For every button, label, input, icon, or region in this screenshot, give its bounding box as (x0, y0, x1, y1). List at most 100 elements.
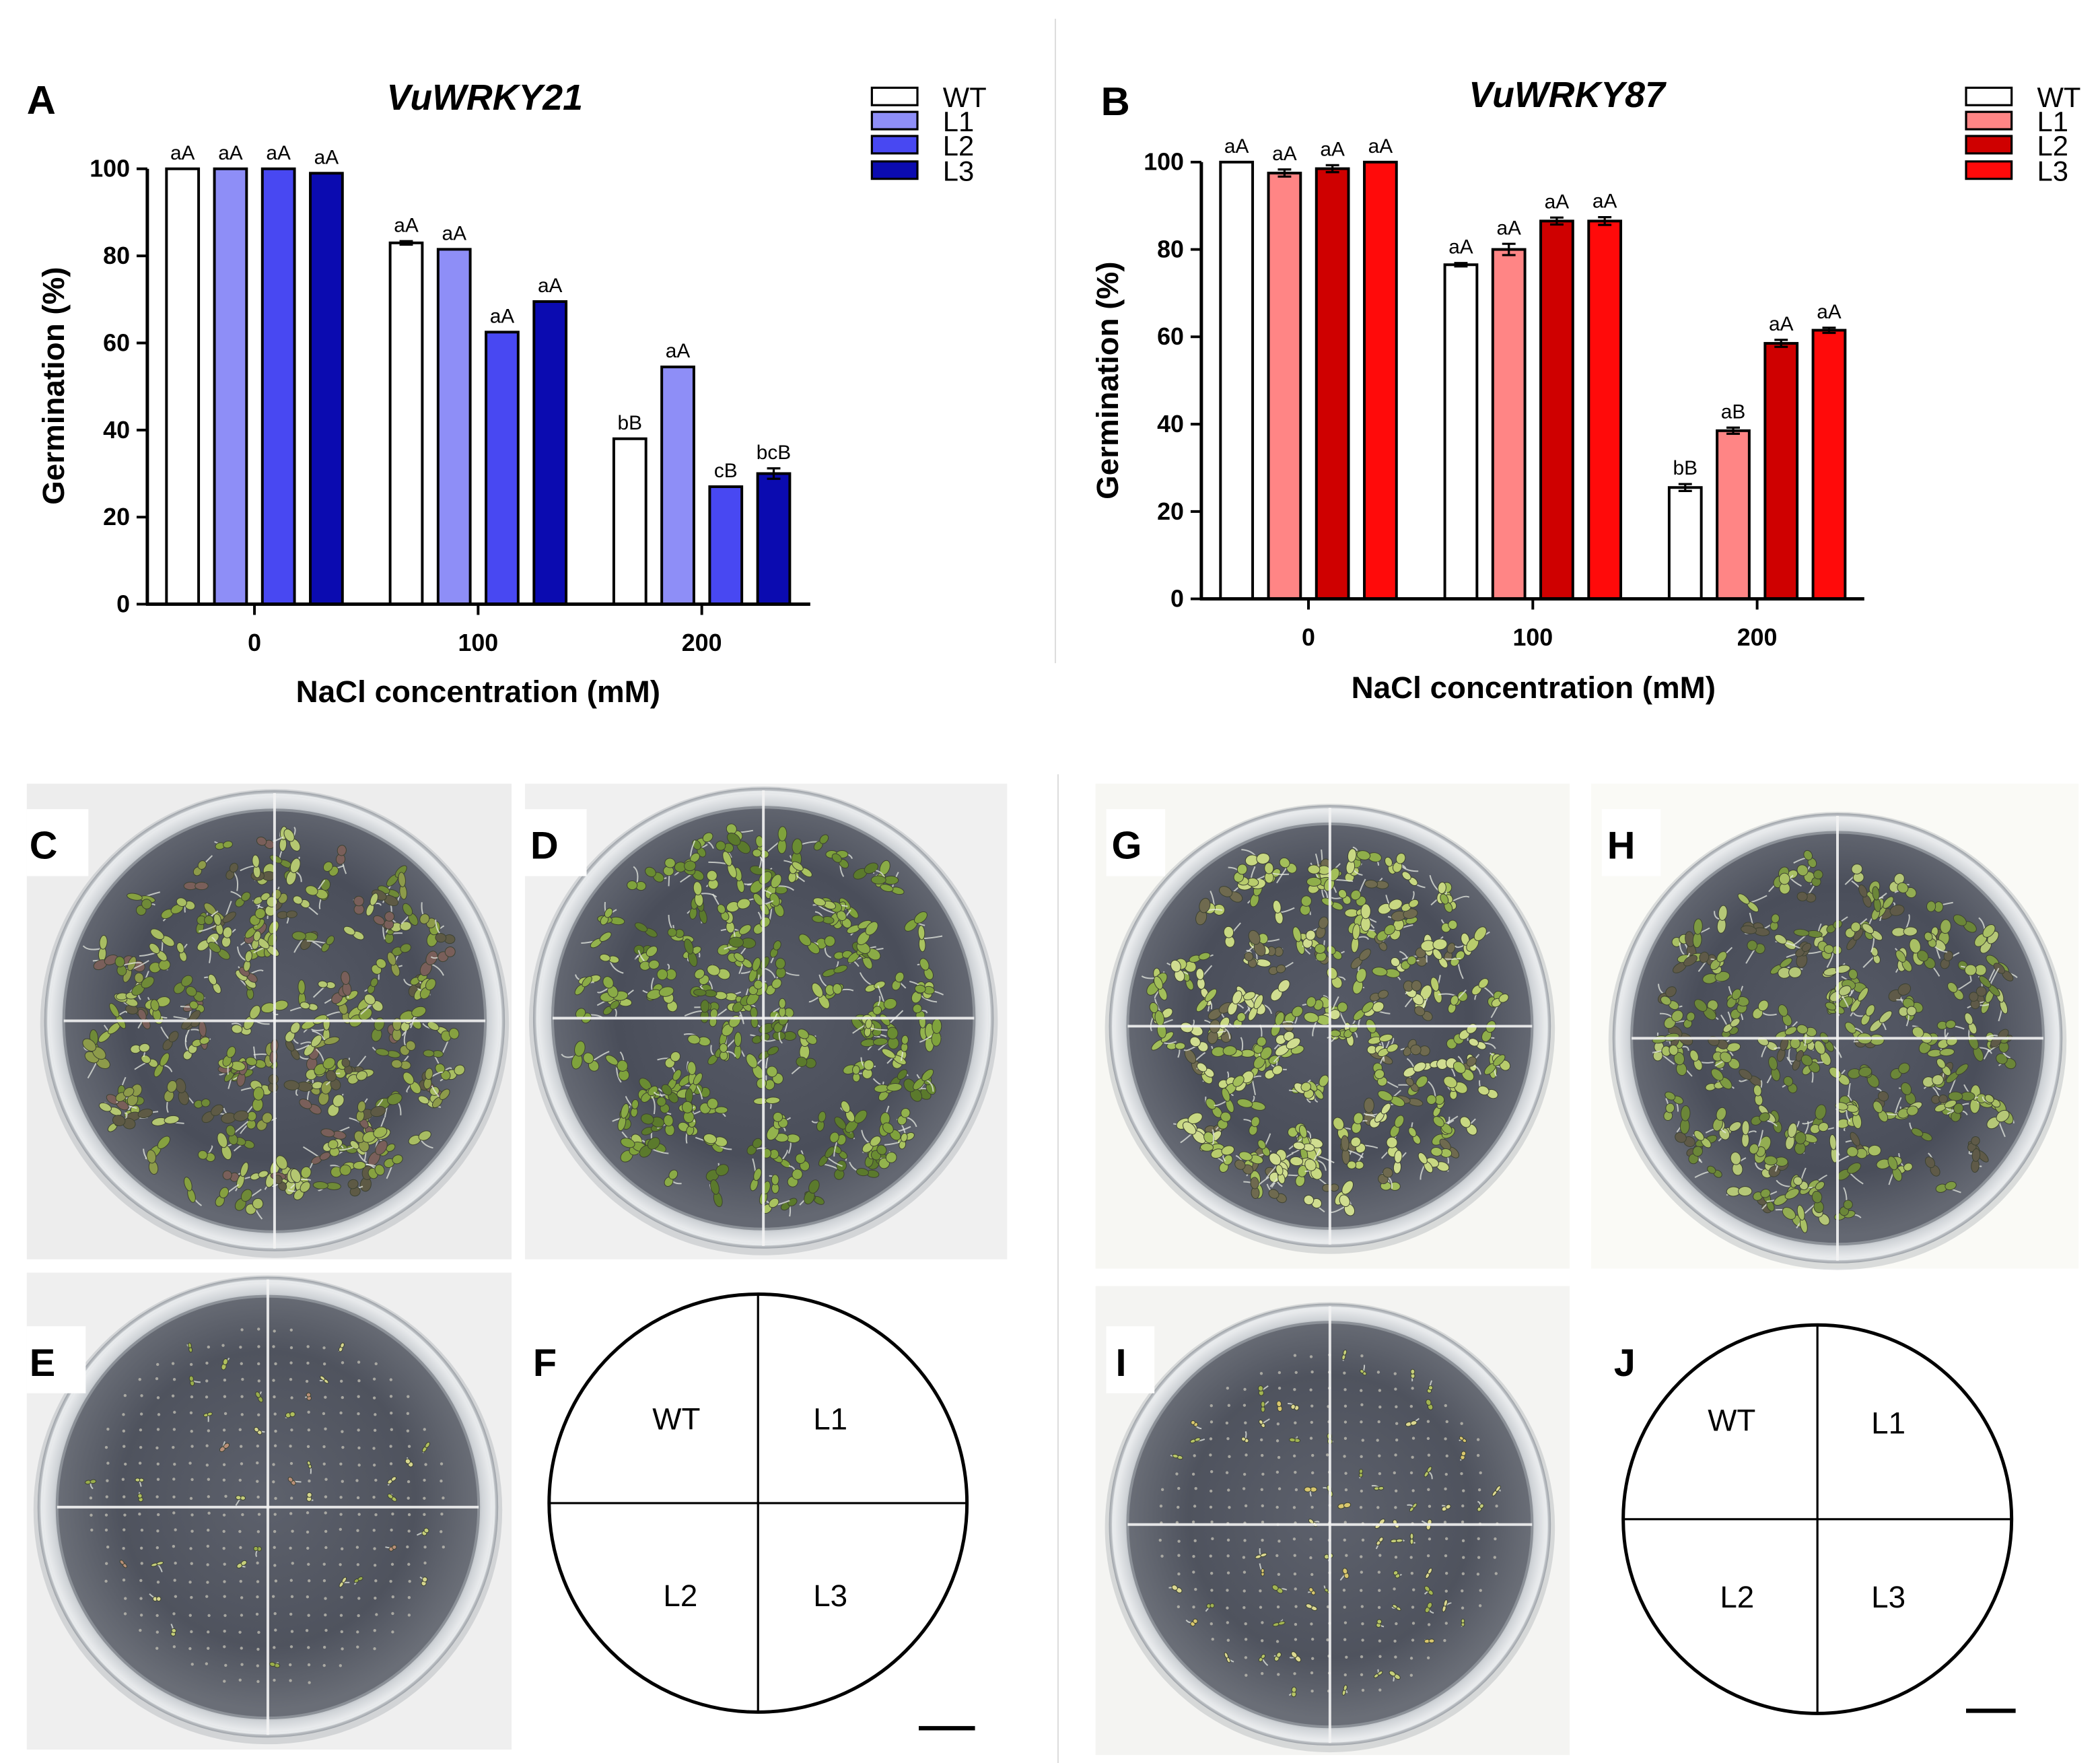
bar-l1-200 (1716, 429, 1751, 600)
seedling-cotyledon (241, 891, 251, 901)
legend-label: L3 (943, 155, 974, 187)
seedling-cotyledon (818, 1111, 827, 1123)
seed (1242, 1487, 1246, 1490)
seed (273, 1646, 276, 1649)
seed (139, 1412, 143, 1416)
seedling-cotyledon (423, 1527, 429, 1533)
seed (1244, 1421, 1247, 1424)
seed (389, 1445, 392, 1448)
seedling-cotyledon (405, 1458, 411, 1465)
seed (1378, 1589, 1381, 1592)
seedling-cotyledon (320, 1375, 326, 1381)
seedling-cotyledon (298, 979, 306, 995)
seedling-cotyledon (422, 1577, 428, 1583)
seedlings (1652, 850, 2018, 1233)
bar-l3-100 (1587, 219, 1623, 600)
seedling-cotyledon (387, 1493, 394, 1499)
seed (356, 1645, 359, 1649)
bar-l2-200 (708, 485, 744, 606)
seedling-cotyledon (1306, 996, 1317, 1008)
seedling-cotyledon (109, 1002, 120, 1018)
seedling-cotyledon (870, 1136, 882, 1147)
seed (1444, 1622, 1448, 1625)
seed (223, 1580, 226, 1583)
seed (1226, 1606, 1229, 1610)
seedling-cotyledon (707, 964, 720, 976)
seed (1360, 1655, 1364, 1659)
seed (190, 1513, 194, 1517)
seedling-cotyledon (703, 1133, 718, 1144)
seedling-cotyledon (1671, 1010, 1683, 1023)
seedling-cotyledon (702, 832, 713, 843)
seed (406, 1412, 410, 1415)
seed (1310, 1671, 1314, 1675)
seed (156, 1478, 160, 1481)
seedling-cotyledon (290, 1168, 302, 1183)
seed (1278, 1540, 1281, 1543)
seed (256, 1664, 260, 1667)
seed (374, 1478, 378, 1482)
quadrant-label-top-right: L1 (813, 1402, 847, 1436)
seedling-cotyledon (1418, 1152, 1428, 1165)
seedling-cotyledon (135, 1478, 141, 1482)
seedling-cotyledon (160, 1052, 170, 1067)
seed (1309, 1537, 1312, 1541)
seed (223, 1595, 226, 1598)
seedling-cotyledon (253, 930, 261, 942)
seedling-cotyledon (353, 895, 364, 907)
seedling-cotyledon (204, 915, 214, 925)
seed (407, 1445, 411, 1448)
seed (308, 1681, 311, 1684)
seed (1476, 1453, 1480, 1457)
seedling-cotyledon (1665, 1091, 1676, 1101)
seed (273, 1612, 277, 1616)
seed (1309, 1355, 1313, 1358)
seedling-cotyledon (1426, 1095, 1437, 1105)
seed (207, 1511, 211, 1515)
seed (407, 1614, 411, 1617)
seedling-cotyledon (149, 942, 160, 955)
seedling-cotyledon (832, 983, 843, 995)
x-tick-label: 100 (458, 629, 498, 656)
seed (1310, 1420, 1313, 1424)
seed (1462, 1489, 1465, 1492)
seed (122, 1429, 126, 1433)
seedling-cotyledon (384, 911, 395, 922)
seedling-cotyledon (872, 1037, 888, 1046)
legend-swatch (870, 110, 919, 131)
seed (372, 1495, 376, 1499)
seed (273, 1678, 276, 1682)
seedling-cotyledon (819, 834, 829, 844)
seed (1209, 1453, 1212, 1457)
seed (156, 1362, 160, 1367)
seed (1244, 1504, 1248, 1508)
seed (1309, 1556, 1312, 1560)
seedling-cotyledon (355, 1070, 368, 1081)
seed (307, 1614, 310, 1617)
seed (290, 1396, 293, 1399)
seedling-cotyledon (391, 1059, 403, 1069)
seed (241, 1513, 244, 1517)
petri-dish-g (1105, 804, 1555, 1254)
seed (440, 1462, 444, 1465)
seedling-cotyledon (1300, 1082, 1312, 1092)
seedling-cotyledon (1384, 856, 1393, 867)
bar-l3-100 (532, 300, 568, 606)
seed (256, 1530, 260, 1533)
seedling-cotyledon (865, 921, 878, 936)
seedling-cotyledon (617, 1060, 628, 1072)
seed (1409, 1673, 1413, 1677)
seedling-cotyledon (318, 980, 328, 988)
seedling-cotyledon (1909, 938, 1921, 954)
seedling-cotyledon (1303, 1195, 1315, 1206)
seed (1294, 1371, 1298, 1375)
seedling-cotyledon (341, 971, 351, 985)
seedling-cotyledon (921, 1068, 934, 1082)
seed (123, 1528, 126, 1531)
significance-label: aA (1368, 135, 1393, 158)
seed (1311, 1657, 1315, 1660)
seed (373, 1564, 377, 1567)
seedling-cotyledon (706, 870, 718, 881)
seedling-cotyledon (599, 932, 612, 942)
seedling-cotyledon (687, 1061, 697, 1075)
